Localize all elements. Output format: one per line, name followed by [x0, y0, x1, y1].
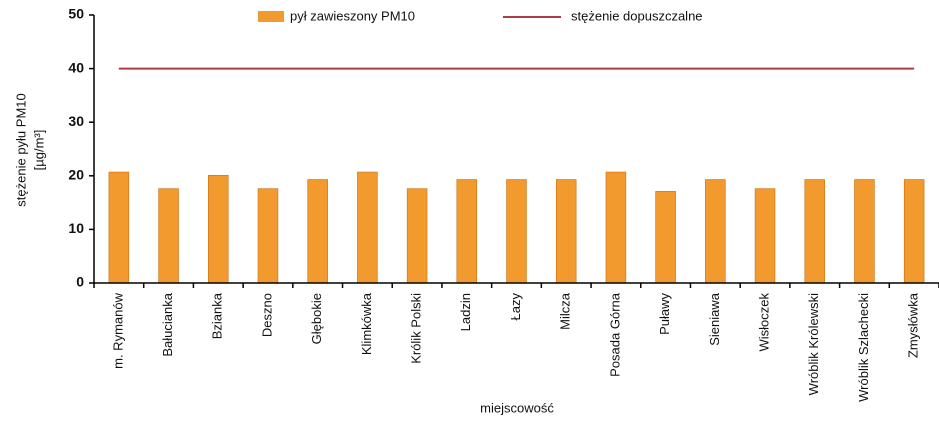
x-tick-label: Deszno [259, 293, 274, 337]
bar [804, 179, 825, 284]
bar [705, 179, 726, 284]
bar [555, 179, 577, 284]
bar [456, 179, 478, 284]
bar [257, 188, 279, 284]
x-tick-label: Klimkówka [359, 292, 374, 355]
bar [208, 174, 229, 284]
bar [357, 171, 378, 284]
x-tick-label: Wisłoczek [756, 293, 771, 352]
bar [854, 179, 875, 284]
y-axis-label: [µg/m³] [31, 130, 46, 171]
y-tick-label: 20 [68, 167, 84, 183]
x-tick-label: Bzianka [210, 292, 225, 339]
x-tick-label: Ladzin [458, 293, 473, 331]
bar [307, 179, 328, 284]
bar [158, 188, 179, 284]
x-tick-label: Sieniawa [707, 292, 722, 346]
x-tick-label: Głębokie [309, 293, 324, 344]
x-tick-label: Bałucianka [160, 292, 175, 356]
bar [406, 188, 428, 284]
legend-label: stężenie dopuszczalne [571, 8, 703, 23]
x-tick-label: Wróblik Szlachecki [856, 293, 871, 402]
x-tick-label: Puławy [657, 293, 672, 335]
bar [605, 171, 627, 284]
bar [903, 179, 925, 284]
x-tick-label: Wróblik Królewski [806, 293, 821, 395]
y-tick-label: 0 [76, 274, 84, 290]
legend-swatch [258, 11, 284, 22]
x-axis-label: miejscowość [480, 400, 554, 415]
x-tick-label: Milcza [558, 292, 573, 330]
bar [108, 171, 130, 284]
y-tick-label: 50 [68, 6, 84, 22]
x-tick-label: Posada Górna [607, 292, 622, 377]
y-tick-label: 30 [68, 113, 84, 129]
x-tick-label: m. Rymanów [110, 292, 125, 368]
y-axis-label: stężenie pyłu PM10 [13, 93, 28, 206]
legend-label: pył zawieszony PM10 [290, 8, 415, 23]
y-tick-label: 40 [68, 59, 84, 75]
y-tick-label: 10 [68, 220, 84, 236]
bar [506, 179, 527, 284]
bar [655, 191, 676, 284]
x-tick-label: Królik Polski [409, 293, 424, 364]
x-tick-label: Łazy [508, 293, 523, 321]
x-tick-label: Zmysłówka [906, 292, 921, 358]
bar [754, 188, 776, 284]
